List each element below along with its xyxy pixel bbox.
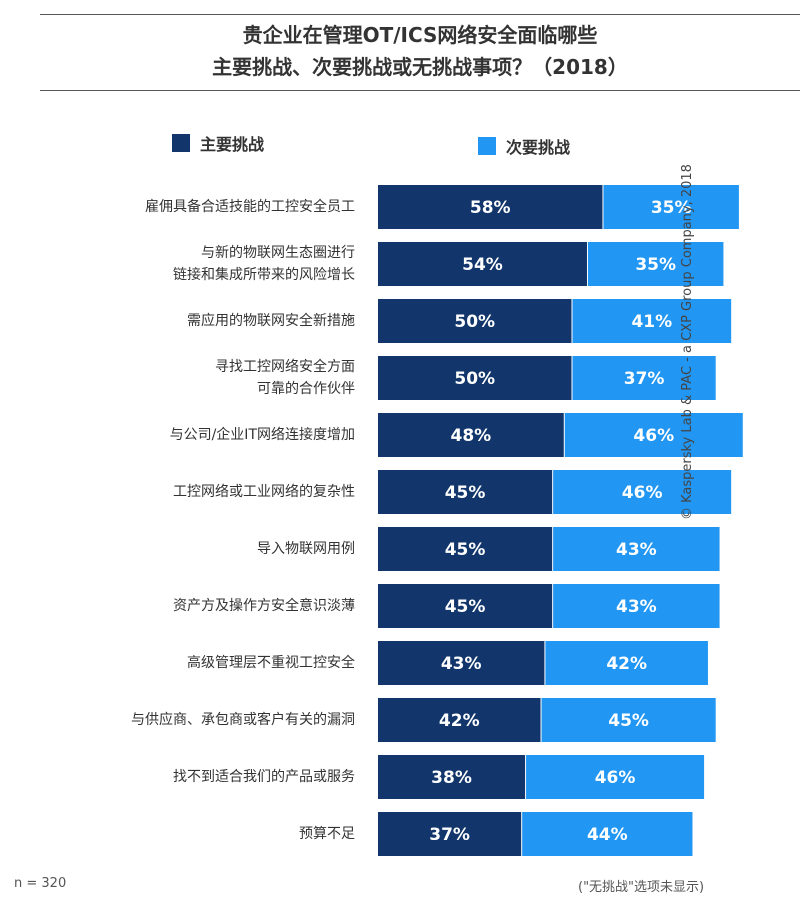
category-label-9: 与供应商、承包商或客户有关的漏洞 bbox=[131, 709, 355, 731]
category-label-7: 资产方及操作方安全意识淡薄 bbox=[173, 595, 355, 617]
category-label-10: 找不到适合我们的产品或服务 bbox=[173, 766, 355, 788]
category-label-line: 导入物联网用例 bbox=[257, 541, 355, 557]
bar-primary-label-7: 45% bbox=[445, 597, 486, 617]
chart-title-line-2: 主要挑战、次要挑战或无挑战事项？（2018） bbox=[212, 55, 628, 79]
category-label-5: 工控网络或工业网络的复杂性 bbox=[173, 481, 355, 503]
bar-primary-2 bbox=[378, 299, 572, 343]
bar-primary-3 bbox=[378, 356, 572, 400]
category-label-1: 与新的物联网生态圈进行链接和集成所带来的风险增长 bbox=[173, 242, 355, 286]
category-label-line: 工控网络或工业网络的复杂性 bbox=[173, 484, 355, 500]
bar-primary-label-1: 54% bbox=[462, 255, 503, 275]
bar-primary-label-0: 58% bbox=[470, 198, 511, 218]
category-label-0: 雇佣具备合适技能的工控安全员工 bbox=[145, 196, 355, 218]
bar-primary-label-10: 38% bbox=[431, 768, 472, 788]
category-label-line: 高级管理层不重视工控安全 bbox=[187, 655, 355, 671]
legend-secondary: 次要挑战 bbox=[478, 134, 570, 158]
bar-secondary-label-0: 35% bbox=[651, 198, 692, 218]
bar-primary-6 bbox=[378, 527, 553, 571]
bar-secondary-8 bbox=[545, 641, 708, 685]
bar-secondary-2 bbox=[572, 299, 732, 343]
bar-secondary-label-8: 42% bbox=[606, 654, 647, 674]
bar-secondary-label-4: 46% bbox=[633, 426, 674, 446]
legend-secondary-swatch bbox=[478, 137, 496, 155]
bar-secondary-4 bbox=[564, 413, 743, 457]
category-label-line: 与公司/企业IT网络连接度增加 bbox=[169, 427, 355, 443]
bar-primary-label-8: 43% bbox=[441, 654, 482, 674]
legend-secondary-label: 次要挑战 bbox=[506, 138, 571, 157]
bar-primary-1 bbox=[378, 242, 587, 286]
category-label-line: 预算不足 bbox=[299, 826, 355, 842]
bar-primary-label-4: 48% bbox=[451, 426, 492, 446]
bar-secondary-label-3: 37% bbox=[624, 369, 665, 389]
bar-secondary-0 bbox=[603, 185, 739, 229]
bar-secondary-9 bbox=[541, 698, 716, 742]
bar-secondary-label-5: 46% bbox=[622, 483, 663, 503]
bar-secondary-11 bbox=[522, 812, 693, 856]
bar-primary-11 bbox=[378, 812, 522, 856]
sample-size: n = 320 bbox=[14, 876, 67, 891]
bar-primary-9 bbox=[378, 698, 541, 742]
category-label-11: 预算不足 bbox=[299, 823, 355, 845]
bar-secondary-label-9: 45% bbox=[608, 711, 649, 731]
category-label-line: 链接和集成所带来的风险增长 bbox=[173, 267, 355, 283]
bar-primary-5 bbox=[378, 470, 553, 514]
category-label-line: 资产方及操作方安全意识淡薄 bbox=[173, 598, 355, 614]
bar-primary-label-9: 42% bbox=[439, 711, 480, 731]
category-label-line: 可靠的合作伙伴 bbox=[257, 381, 355, 397]
bar-primary-0 bbox=[378, 185, 603, 229]
bar-secondary-3 bbox=[572, 356, 716, 400]
bar-primary-7 bbox=[378, 584, 553, 628]
bar-secondary-label-10: 46% bbox=[595, 768, 636, 788]
bar-secondary-label-6: 43% bbox=[616, 540, 657, 560]
legend-primary-swatch bbox=[172, 134, 190, 152]
bar-secondary-6 bbox=[553, 527, 720, 571]
category-label-6: 导入物联网用例 bbox=[257, 538, 355, 560]
legend-primary: 主要挑战 bbox=[172, 131, 264, 155]
bar-secondary-label-1: 35% bbox=[635, 255, 676, 275]
category-label-4: 与公司/企业IT网络连接度增加 bbox=[170, 424, 355, 446]
bar-secondary-label-2: 41% bbox=[631, 312, 672, 332]
category-label-line: 寻找工控网络安全方面 bbox=[215, 359, 355, 375]
category-label-line: 与供应商、承包商或客户有关的漏洞 bbox=[131, 712, 355, 728]
bar-primary-label-3: 50% bbox=[454, 369, 495, 389]
category-label-line: 需应用的物联网安全新措施 bbox=[187, 313, 355, 329]
legend-primary-label: 主要挑战 bbox=[200, 135, 265, 154]
category-label-3: 寻找工控网络安全方面可靠的合作伙伴 bbox=[215, 356, 355, 400]
category-label-line: 找不到适合我们的产品或服务 bbox=[173, 769, 355, 785]
bar-primary-4 bbox=[378, 413, 564, 457]
bar-primary-10 bbox=[378, 755, 526, 799]
bar-secondary-label-11: 44% bbox=[587, 825, 628, 845]
bar-primary-label-2: 50% bbox=[454, 312, 495, 332]
footnote: ("无挑战"选项未显示) bbox=[578, 880, 705, 895]
top-rule bbox=[40, 14, 800, 15]
title-bottom-rule bbox=[40, 90, 800, 91]
chart-title-line-1: 贵企业在管理OT/ICS网络安全面临哪些 bbox=[242, 23, 598, 47]
bar-primary-8 bbox=[378, 641, 545, 685]
bar-primary-label-5: 45% bbox=[445, 483, 486, 503]
category-label-line: 与新的物联网生态圈进行 bbox=[201, 245, 355, 261]
category-label-8: 高级管理层不重视工控安全 bbox=[187, 652, 355, 674]
bar-secondary-10 bbox=[526, 755, 705, 799]
bar-secondary-5 bbox=[553, 470, 732, 514]
bar-secondary-7 bbox=[553, 584, 720, 628]
bar-primary-label-6: 45% bbox=[445, 540, 486, 560]
bar-secondary-label-7: 43% bbox=[616, 597, 657, 617]
bar-primary-label-11: 37% bbox=[429, 825, 470, 845]
bar-secondary-1 bbox=[587, 242, 724, 286]
category-label-2: 需应用的物联网安全新措施 bbox=[187, 310, 355, 332]
copyright-credit: © Kaspersky Lab & PAC - a CXP Group Comp… bbox=[680, 164, 695, 520]
category-label-line: 雇佣具备合适技能的工控安全员工 bbox=[145, 199, 355, 215]
